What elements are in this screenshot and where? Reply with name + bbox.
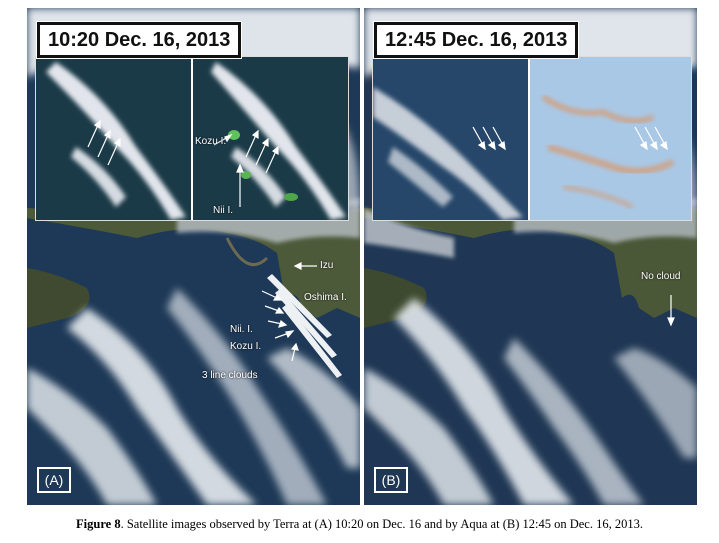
time-label-b: 12:45 Dec. 16, 2013 <box>374 22 579 58</box>
inset-a <box>35 56 349 221</box>
time-label-a: 10:20 Dec. 16, 2013 <box>37 22 242 58</box>
annotation-kozu: Kozu I. <box>230 341 262 352</box>
annotation-oshima: Oshima I. <box>304 292 347 303</box>
inset-b <box>372 56 692 221</box>
figure-caption: Figure 8. Satellite images observed by T… <box>0 517 719 532</box>
annotation-izu: Izu <box>320 260 334 271</box>
figure-number: Figure 8 <box>76 517 121 531</box>
satellite-figure: 10:20 Dec. 16, 2013 Kozu I. Nii I. Izu O… <box>27 8 697 505</box>
annotation-nii: Nii. I. <box>230 324 253 335</box>
annotation-line-clouds: 3 line clouds <box>202 370 258 381</box>
annotation-nii-inset: Nii I. <box>213 205 233 216</box>
annotation-kozu-inset: Kozu I. <box>195 136 227 147</box>
panel-b: 12:45 Dec. 16, 2013 No cloud (B) <box>364 8 697 505</box>
panel-a: 10:20 Dec. 16, 2013 Kozu I. Nii I. Izu O… <box>27 8 360 505</box>
panel-label-b: (B) <box>374 467 408 493</box>
caption-text: . Satellite images observed by Terra at … <box>120 517 643 531</box>
annotation-no-cloud: No cloud <box>641 271 681 282</box>
panel-label-a: (A) <box>37 467 71 493</box>
